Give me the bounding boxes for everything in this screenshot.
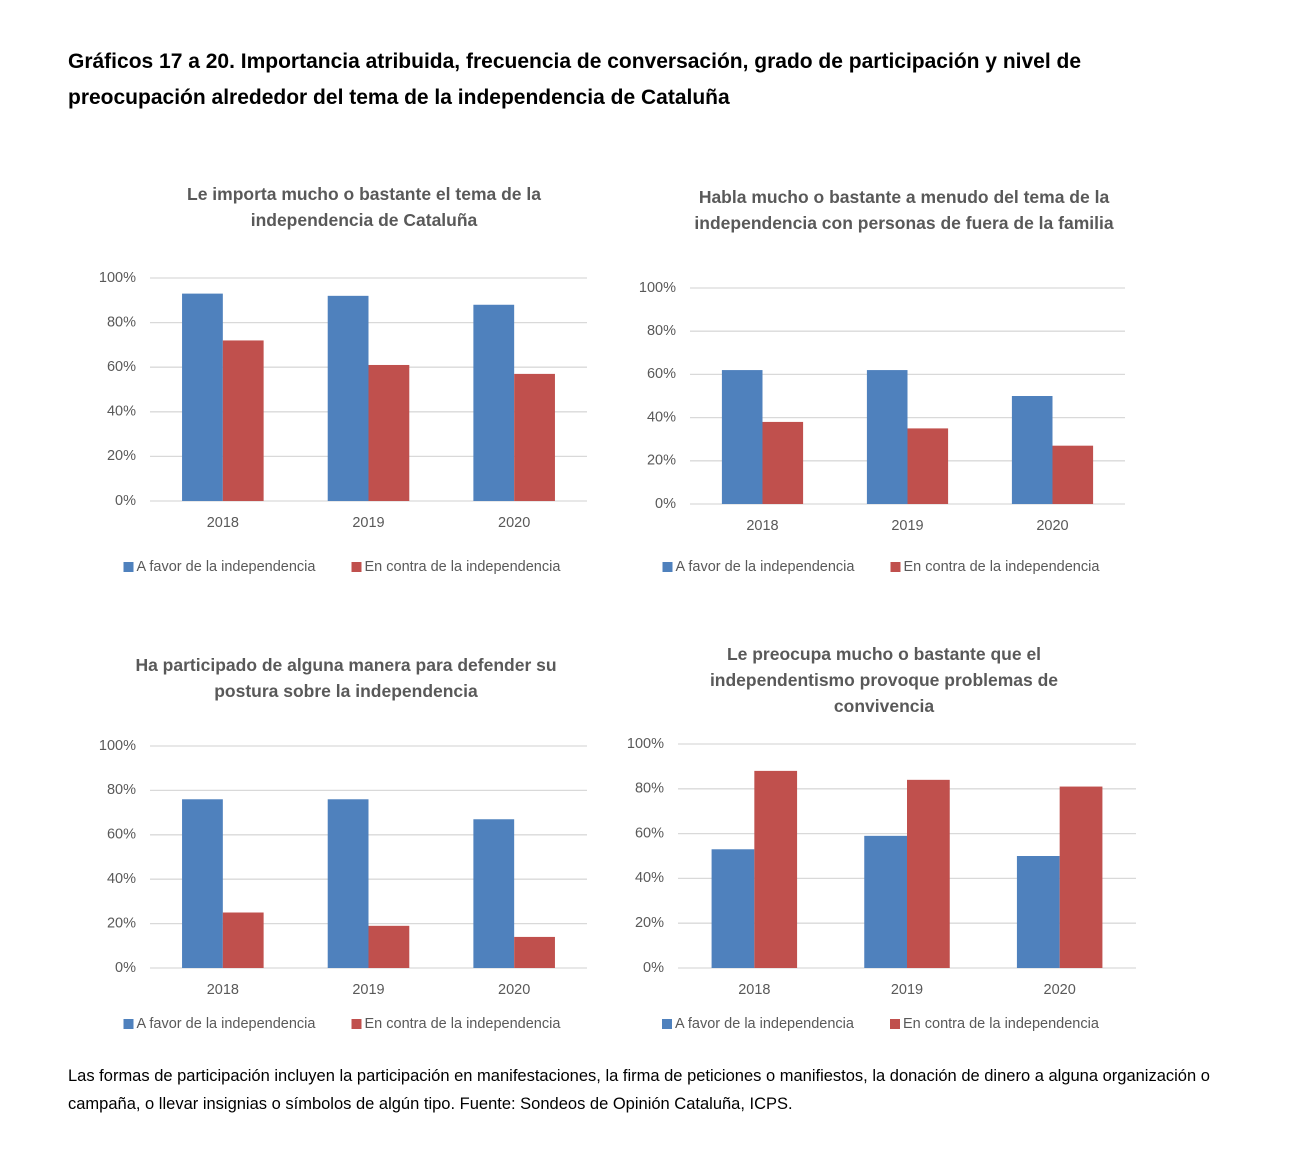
legend-label: En contra de la independencia — [365, 1016, 562, 1032]
y-tick-label: 80% — [635, 781, 664, 797]
bar — [514, 373, 555, 501]
bar — [711, 849, 755, 968]
chart-title: Le preocupa mucho o bastante que el inde… — [709, 644, 1059, 716]
y-tick-label: 60% — [647, 366, 676, 382]
bar — [368, 364, 410, 501]
legend-label: A favor de la independencia — [676, 559, 856, 575]
bar — [762, 421, 804, 504]
bar — [222, 912, 264, 968]
bar — [222, 340, 264, 501]
bar — [721, 370, 763, 504]
legend-label: En contra de la independencia — [904, 559, 1101, 575]
x-tick-label: 2020 — [498, 982, 530, 998]
note: Las formas de participación incluyen la … — [68, 1067, 1210, 1113]
legend-swatch — [123, 1019, 134, 1029]
y-tick-label: 20% — [107, 448, 136, 464]
legend-label: En contra de la independencia — [903, 1016, 1100, 1032]
bar — [182, 293, 223, 501]
y-tick-label: 60% — [107, 827, 136, 843]
bar — [866, 370, 908, 504]
bar — [473, 819, 515, 968]
bar — [182, 799, 223, 968]
y-tick-label: 0% — [115, 493, 136, 509]
y-tick-label: 0% — [115, 960, 136, 976]
bar — [907, 779, 950, 968]
x-tick-label: 2020 — [1036, 518, 1068, 534]
y-tick-label: 80% — [107, 782, 136, 798]
bar — [514, 936, 555, 968]
y-tick-label: 0% — [655, 496, 676, 512]
chart-title: Ha participado de alguna manera para def… — [135, 655, 557, 701]
bar — [864, 835, 907, 968]
legend-swatch — [662, 1019, 672, 1029]
bar — [327, 295, 369, 501]
legend-swatch — [123, 562, 134, 572]
chart-title: Habla mucho o bastante a menudo del tema… — [694, 187, 1114, 233]
legend-swatch — [662, 562, 673, 572]
bar — [907, 428, 949, 504]
y-tick-label: 40% — [635, 870, 664, 886]
legend-label: A favor de la independencia — [137, 559, 317, 575]
x-tick-label: 2018 — [746, 518, 778, 534]
legend-label: En contra de la independencia — [365, 559, 562, 575]
bar — [1052, 445, 1094, 504]
legend-label: A favor de la independencia — [675, 1016, 855, 1032]
y-tick-label: 60% — [635, 825, 664, 841]
y-tick-label: 20% — [635, 915, 664, 931]
legend-swatch — [351, 1019, 362, 1029]
x-tick-label: 2018 — [207, 515, 239, 531]
x-tick-label: 2019 — [891, 982, 923, 998]
y-tick-label: 0% — [643, 960, 664, 976]
y-tick-label: 60% — [107, 359, 136, 375]
legend-swatch — [890, 1019, 900, 1029]
y-tick-label: 20% — [647, 453, 676, 469]
bar — [473, 304, 515, 501]
bar — [327, 799, 369, 968]
y-tick-label: 100% — [627, 736, 664, 752]
chart-title: Le importa mucho o bastante el tema de l… — [187, 184, 541, 230]
y-tick-label: 100% — [639, 280, 676, 296]
y-tick-label: 80% — [107, 314, 136, 330]
y-tick-label: 100% — [99, 738, 136, 754]
y-tick-label: 20% — [107, 915, 136, 931]
bar — [368, 925, 410, 968]
y-tick-label: 40% — [107, 404, 136, 420]
x-tick-label: 2019 — [352, 982, 384, 998]
x-tick-label: 2018 — [207, 982, 239, 998]
x-tick-label: 2019 — [352, 515, 384, 531]
legend-swatch — [890, 562, 901, 572]
x-tick-label: 2020 — [498, 515, 530, 531]
bar — [754, 770, 798, 968]
main-title: Gráficos 17 a 20. Importancia atribuida,… — [68, 50, 1082, 109]
bar — [1011, 396, 1053, 504]
x-tick-label: 2019 — [891, 518, 923, 534]
legend-label: A favor de la independencia — [137, 1016, 317, 1032]
y-tick-label: 40% — [647, 409, 676, 425]
y-tick-label: 40% — [107, 871, 136, 887]
x-tick-label: 2018 — [738, 982, 770, 998]
y-tick-label: 100% — [99, 270, 136, 286]
bar — [1016, 856, 1060, 968]
bar — [1059, 786, 1103, 968]
legend-swatch — [351, 562, 362, 572]
x-tick-label: 2020 — [1044, 982, 1076, 998]
y-tick-label: 80% — [647, 323, 676, 339]
